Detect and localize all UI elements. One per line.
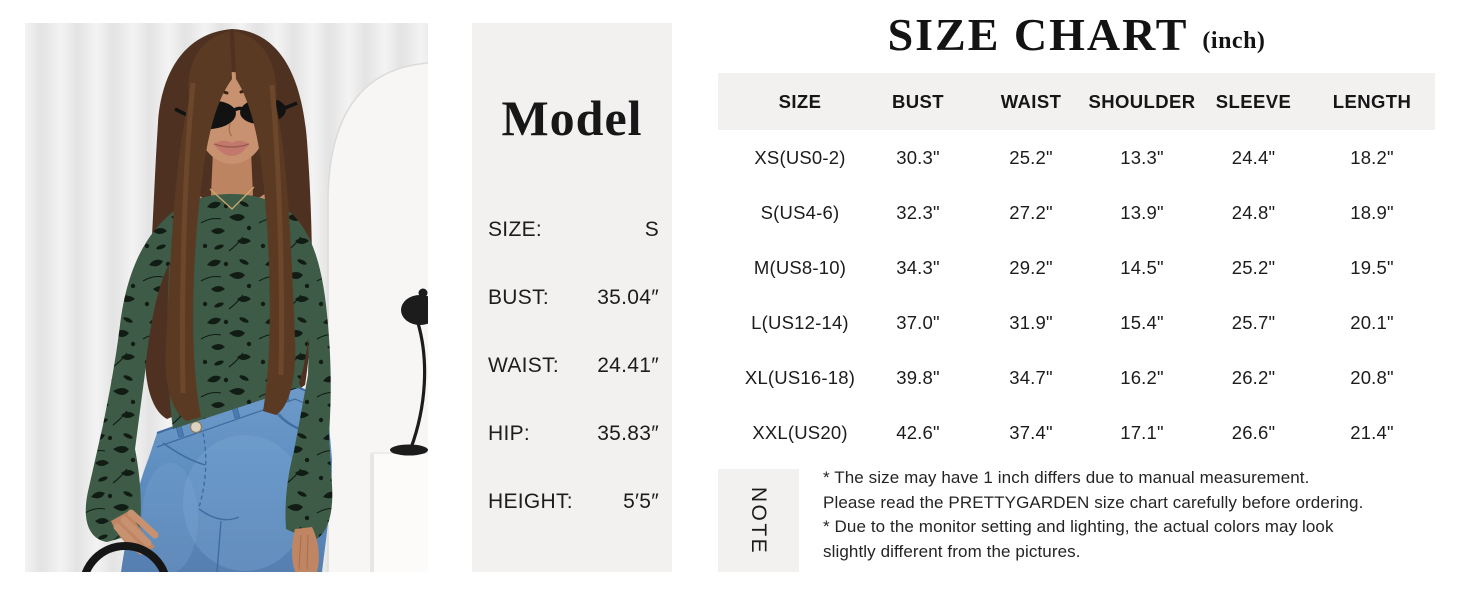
measurement-cell: 21.4" (1350, 421, 1394, 443)
model-stat-label: WAIST: (488, 354, 560, 377)
size-chart-title: SIZE CHART (inch) (718, 8, 1435, 61)
note-line: * Due to the monitor setting and lightin… (823, 517, 1334, 536)
model-stat-row-size: SIZE: S (472, 218, 672, 242)
model-stat-label: HIP: (488, 422, 531, 445)
measurement-cell: 25.2" (1231, 256, 1276, 278)
size-chart-body: XS(US0-2) 30.3" 25.2" 13.3" 24.4" 18.2" … (718, 130, 1435, 460)
column-header-shoulder: SHOULDER (1088, 90, 1196, 112)
model-figure (79, 29, 333, 600)
size-chart-title-text: SIZE CHART (887, 9, 1189, 60)
column-header-size: SIZE (778, 90, 822, 112)
note-text: * The size may have 1 inch differs due t… (823, 466, 1428, 564)
note-label: NOTE (747, 486, 771, 555)
measurement-cell: 31.9" (1009, 311, 1053, 333)
size-row-s: S(US4-6) 32.3" 27.2" 13.9" 24.8" 18.9" (718, 185, 1435, 240)
measurement-cell: 14.5" (1120, 256, 1164, 278)
size-cell: XS(US0-2) (754, 146, 846, 168)
measurement-cell: 13.3" (1120, 146, 1164, 168)
model-stat-rows: SIZE: S BUST: 35.04″ WAIST: 24.41″ HIP: … (472, 218, 672, 558)
measurement-cell: 18.2" (1350, 146, 1394, 168)
measurement-cell: 24.4" (1231, 146, 1276, 168)
measurement-cell: 19.5" (1350, 256, 1394, 278)
model-photo-illustration (25, 23, 439, 600)
measurement-cell: 26.6" (1231, 421, 1276, 443)
model-stat-label: SIZE: (488, 218, 543, 241)
model-stat-value: 24.41″ (597, 354, 659, 377)
measurement-cell: 18.9" (1350, 201, 1394, 223)
model-stat-value: S (644, 218, 659, 241)
note-line: slightly different from the pictures. (823, 541, 1081, 561)
measurement-cell: 16.2" (1120, 366, 1164, 388)
model-stat-value: 35.83″ (597, 422, 659, 445)
size-cell: S(US4-6) (760, 201, 840, 223)
model-stat-row-hip: HIP: 35.83″ (472, 422, 672, 446)
measurement-cell: 15.4" (1120, 311, 1164, 333)
column-header-bust: BUST (892, 90, 944, 112)
model-stat-value: 35.04″ (597, 286, 659, 309)
measurement-cell: 42.6" (896, 421, 940, 443)
model-stat-label: BUST: (488, 286, 550, 309)
measurement-cell: 37.0" (896, 311, 940, 333)
measurement-cell: 25.2" (1009, 146, 1053, 168)
model-stat-label: HEIGHT: (488, 490, 573, 513)
size-row-l: L(US12-14) 37.0" 31.9" 15.4" 25.7" 20.1" (718, 295, 1435, 350)
note-line: * The size may have 1 inch differs due t… (823, 468, 1310, 487)
size-cell: M(US8-10) (753, 256, 847, 278)
measurement-cell: 37.4" (1009, 421, 1053, 443)
size-chart-section: SIZE CHART (inch) SIZE BUST WAIST SHOULDE… (718, 0, 1435, 600)
model-photo (25, 23, 439, 600)
measurement-cell: 34.7" (1009, 366, 1053, 388)
jeans (121, 383, 332, 573)
size-row-xs: XS(US0-2) 30.3" 25.2" 13.3" 24.4" 18.2" (718, 130, 1435, 185)
size-cell: XXL(US20) (752, 421, 848, 443)
side-table (370, 452, 428, 572)
model-stat-row-waist: WAIST: 24.41″ (472, 354, 672, 378)
measurement-cell: 32.3" (896, 201, 940, 223)
size-row-m: M(US8-10) 34.3" 29.2" 14.5" 25.2" 19.5" (718, 240, 1435, 295)
measurement-cell: 20.1" (1350, 311, 1394, 333)
arch-panel (328, 63, 428, 572)
column-header-length: LENGTH (1332, 90, 1412, 112)
note-box: NOTE (718, 469, 799, 572)
model-stat-value: 5′5″ (623, 490, 659, 513)
measurement-cell: 26.2" (1231, 366, 1276, 388)
size-chart-header-row: SIZE BUST WAIST SHOULDER SLEEVE LENGTH (718, 73, 1435, 130)
size-cell: L(US12-14) (751, 311, 849, 333)
model-panel-title: Model (501, 90, 643, 146)
measurement-cell: 27.2" (1009, 201, 1053, 223)
measurement-cell: 24.8" (1231, 201, 1276, 223)
measurement-cell: 34.3" (896, 256, 940, 278)
model-stat-row-bust: BUST: 35.04″ (472, 286, 672, 310)
size-cell: XL(US16-18) (744, 366, 856, 388)
measurement-cell: 17.1" (1120, 421, 1164, 443)
measurement-cell: 13.9" (1120, 201, 1164, 223)
model-stats-panel: Model SIZE: S BUST: 35.04″ WAIST: 24.41″… (472, 23, 672, 572)
measurement-cell: 25.7" (1231, 311, 1276, 333)
measurement-cell: 39.8" (896, 366, 940, 388)
size-row-xl: XL(US16-18) 39.8" 34.7" 16.2" 26.2" 20.8… (718, 350, 1435, 405)
measurement-cell: 29.2" (1009, 256, 1053, 278)
column-header-waist: WAIST (1000, 90, 1062, 112)
note-section: NOTE * The size may have 1 inch differs … (718, 466, 1428, 572)
size-chart-unit: (inch) (1202, 28, 1266, 54)
model-stat-row-height: HEIGHT: 5′5″ (472, 490, 672, 514)
size-row-xxl: XXL(US20) 42.6" 37.4" 17.1" 26.6" 21.4" (718, 405, 1435, 460)
measurement-cell: 20.8" (1350, 366, 1394, 388)
note-line: Please read the PRETTYGARDEN size chart … (823, 492, 1364, 512)
measurement-cell: 30.3" (896, 146, 940, 168)
column-header-sleeve: SLEEVE (1215, 90, 1292, 112)
